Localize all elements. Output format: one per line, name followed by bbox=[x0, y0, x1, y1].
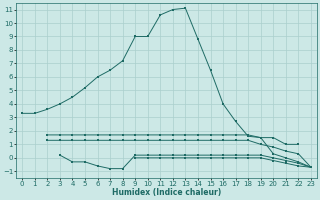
X-axis label: Humidex (Indice chaleur): Humidex (Indice chaleur) bbox=[112, 188, 221, 197]
